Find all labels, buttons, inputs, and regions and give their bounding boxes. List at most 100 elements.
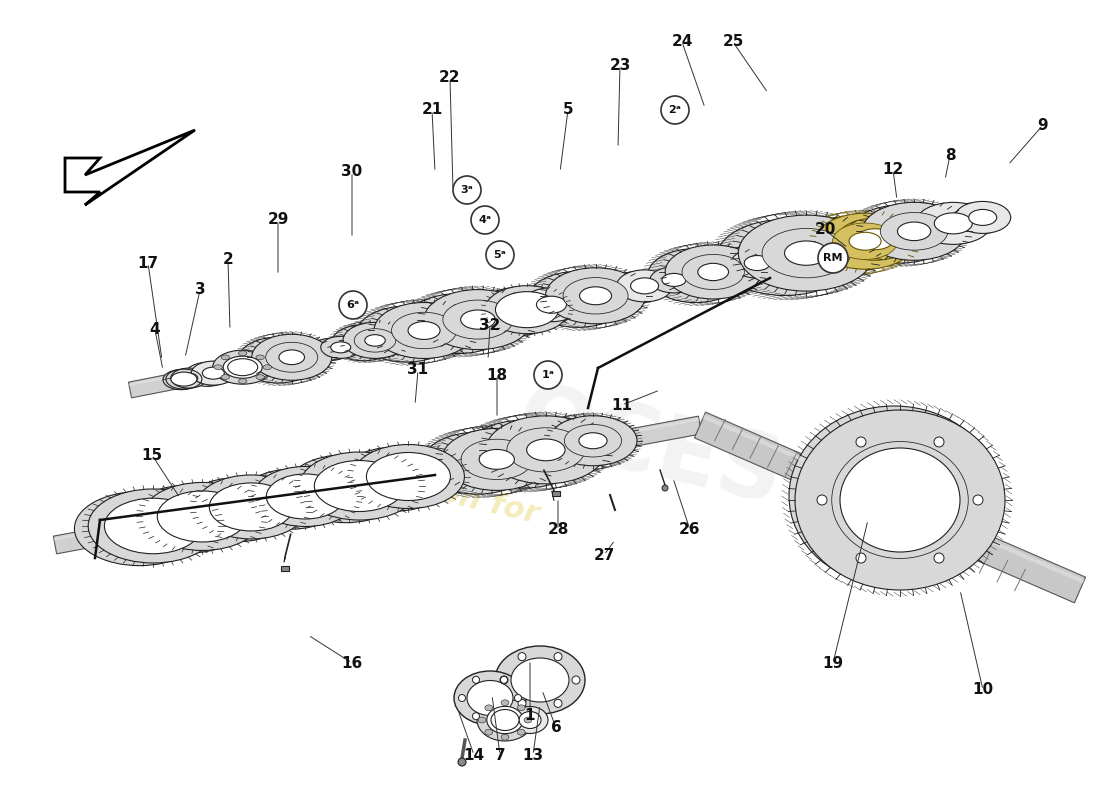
Text: 14: 14 (463, 747, 485, 762)
Text: a passion for: a passion for (318, 450, 542, 530)
Text: 17: 17 (138, 255, 158, 270)
Ellipse shape (321, 336, 361, 358)
Polygon shape (54, 416, 702, 554)
Polygon shape (65, 130, 195, 205)
Ellipse shape (441, 450, 493, 480)
Ellipse shape (617, 270, 672, 302)
Bar (552, 491, 560, 496)
Ellipse shape (256, 355, 264, 360)
Ellipse shape (424, 290, 532, 350)
Ellipse shape (252, 334, 332, 380)
Ellipse shape (495, 646, 585, 714)
Ellipse shape (697, 263, 728, 281)
Circle shape (515, 694, 521, 702)
Bar (280, 566, 288, 571)
Ellipse shape (213, 365, 222, 370)
Text: 3ᵃ: 3ᵃ (461, 185, 473, 195)
Ellipse shape (366, 453, 450, 501)
Circle shape (518, 699, 526, 707)
Circle shape (453, 176, 481, 204)
Ellipse shape (840, 448, 960, 552)
Ellipse shape (491, 710, 519, 730)
Ellipse shape (209, 483, 294, 531)
Text: 16: 16 (341, 655, 363, 670)
Text: 1: 1 (525, 707, 536, 722)
Circle shape (818, 243, 848, 273)
Ellipse shape (393, 457, 453, 490)
Ellipse shape (104, 498, 202, 554)
Ellipse shape (477, 699, 534, 741)
Ellipse shape (422, 432, 532, 494)
Ellipse shape (880, 213, 948, 250)
Ellipse shape (682, 254, 745, 290)
Ellipse shape (352, 445, 464, 509)
Ellipse shape (564, 425, 622, 457)
Ellipse shape (221, 355, 230, 360)
Ellipse shape (915, 202, 991, 244)
Ellipse shape (789, 406, 999, 586)
Ellipse shape (579, 433, 607, 449)
Ellipse shape (487, 706, 524, 734)
Ellipse shape (546, 268, 646, 324)
Ellipse shape (464, 420, 584, 488)
Circle shape (339, 291, 367, 319)
Ellipse shape (239, 351, 246, 356)
Text: 5: 5 (563, 102, 573, 118)
Text: 10: 10 (972, 682, 993, 698)
Text: 20: 20 (814, 222, 836, 238)
Circle shape (471, 206, 499, 234)
Text: 21: 21 (421, 102, 442, 118)
Ellipse shape (486, 416, 606, 484)
Text: 24: 24 (671, 34, 693, 50)
Ellipse shape (521, 288, 582, 322)
Text: 26: 26 (680, 522, 701, 538)
Ellipse shape (517, 730, 525, 735)
Ellipse shape (724, 250, 776, 280)
Ellipse shape (365, 334, 385, 346)
Ellipse shape (738, 215, 874, 291)
Circle shape (934, 553, 944, 563)
Text: 3: 3 (195, 282, 206, 298)
Ellipse shape (442, 428, 552, 490)
Ellipse shape (311, 338, 351, 360)
Ellipse shape (745, 255, 770, 270)
Ellipse shape (129, 485, 249, 553)
Ellipse shape (507, 428, 585, 472)
Ellipse shape (645, 268, 692, 294)
Ellipse shape (784, 241, 828, 266)
Ellipse shape (848, 205, 953, 263)
Ellipse shape (512, 658, 569, 702)
Ellipse shape (405, 294, 513, 354)
Text: 31: 31 (407, 362, 429, 378)
Ellipse shape (331, 325, 395, 361)
Ellipse shape (451, 448, 503, 478)
Ellipse shape (343, 322, 407, 358)
Text: 1ᵃ: 1ᵃ (541, 370, 554, 380)
Ellipse shape (253, 466, 358, 526)
Ellipse shape (196, 475, 307, 539)
Circle shape (572, 676, 580, 684)
Circle shape (500, 713, 507, 720)
Text: 6: 6 (551, 721, 561, 735)
Ellipse shape (815, 214, 915, 270)
Text: 22: 22 (439, 70, 461, 86)
Ellipse shape (75, 492, 205, 566)
Ellipse shape (549, 416, 637, 466)
Circle shape (661, 96, 689, 124)
Ellipse shape (331, 342, 351, 353)
Ellipse shape (179, 373, 198, 383)
Ellipse shape (286, 454, 406, 522)
Ellipse shape (849, 232, 881, 250)
Ellipse shape (527, 439, 565, 461)
Ellipse shape (170, 372, 197, 386)
Ellipse shape (905, 204, 981, 246)
Ellipse shape (464, 456, 491, 470)
Ellipse shape (480, 450, 515, 470)
Ellipse shape (356, 306, 456, 362)
Ellipse shape (948, 203, 1004, 235)
Ellipse shape (485, 705, 493, 710)
Circle shape (473, 713, 480, 720)
Circle shape (817, 495, 827, 505)
Ellipse shape (495, 292, 559, 328)
Ellipse shape (142, 482, 262, 550)
